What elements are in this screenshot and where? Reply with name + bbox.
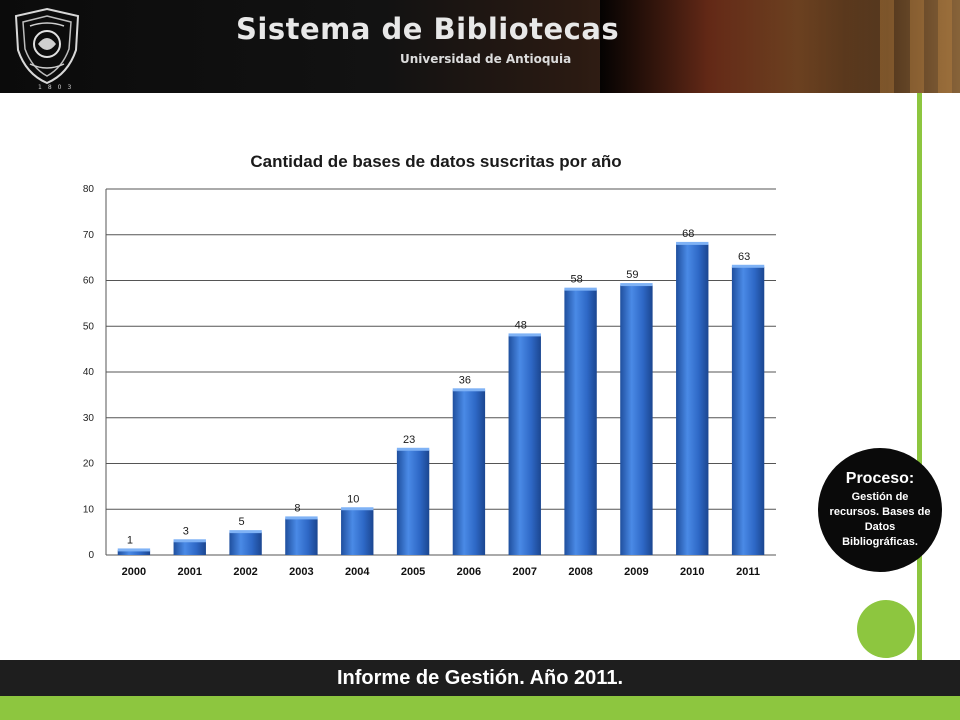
data-label: 1 xyxy=(127,534,133,546)
y-tick-label: 80 xyxy=(83,184,95,195)
bar-top xyxy=(341,507,374,511)
seal-year: 1803 xyxy=(38,84,78,91)
bar-top xyxy=(173,539,206,543)
data-label: 68 xyxy=(682,228,694,240)
bookshelf-decoration xyxy=(880,0,894,93)
app-title: Sistema de Bibliotecas xyxy=(236,12,620,46)
bar-top xyxy=(117,548,151,552)
bar xyxy=(564,289,597,555)
x-tick-label: 2000 xyxy=(122,566,146,578)
x-tick-label: 2010 xyxy=(680,566,704,578)
bar-top xyxy=(620,283,653,287)
x-tick-label: 2004 xyxy=(345,566,370,578)
process-label: Proceso: xyxy=(845,470,915,487)
x-tick-label: 2006 xyxy=(457,566,481,578)
y-tick-label: 60 xyxy=(83,276,95,287)
data-label: 3 xyxy=(183,525,189,537)
bar xyxy=(341,509,374,555)
data-label: 10 xyxy=(347,493,359,505)
x-tick-label: 2007 xyxy=(513,566,537,578)
chart-title: Cantidad de bases de datos suscritas por… xyxy=(250,152,622,171)
x-tick-label: 2009 xyxy=(624,566,648,578)
x-tick-label: 2003 xyxy=(289,566,313,578)
bar xyxy=(285,518,318,555)
bar xyxy=(396,449,430,555)
data-label: 5 xyxy=(239,516,245,528)
bar xyxy=(229,532,262,555)
bar xyxy=(452,390,486,555)
bar-top xyxy=(452,388,486,392)
x-tick-label: 2005 xyxy=(401,566,425,578)
green-vertical-line xyxy=(917,93,922,661)
process-circle: Proceso: Gestión de recursos. Bases de D… xyxy=(818,448,942,572)
bar-top xyxy=(564,287,597,291)
y-tick-label: 40 xyxy=(83,367,95,378)
app-subtitle: Universidad de Antioquia xyxy=(400,52,572,66)
bar xyxy=(173,541,206,555)
bar xyxy=(620,285,653,555)
y-tick-label: 10 xyxy=(83,504,95,515)
x-tick-label: 2008 xyxy=(568,566,592,578)
bar-top xyxy=(731,264,765,268)
bookshelf-decoration xyxy=(910,0,924,93)
green-circle-decoration xyxy=(857,600,915,658)
data-label: 36 xyxy=(459,374,471,386)
data-label: 8 xyxy=(294,502,300,514)
footer-green-strip xyxy=(0,696,960,720)
data-label: 58 xyxy=(570,274,582,286)
bar-top xyxy=(285,516,318,520)
y-tick-label: 30 xyxy=(83,413,95,424)
bookshelf-decoration xyxy=(938,0,952,93)
data-label: 59 xyxy=(626,269,638,281)
data-label: 48 xyxy=(515,319,527,331)
process-text: Gestión de recursos. Bases de Datos Bibl… xyxy=(829,491,931,548)
bar xyxy=(731,266,765,555)
bar-top xyxy=(508,333,541,337)
bar xyxy=(117,550,151,555)
bar-top xyxy=(676,241,709,245)
x-tick-label: 2001 xyxy=(178,566,202,578)
library-photo xyxy=(600,0,960,93)
bar xyxy=(676,243,709,555)
y-tick-label: 70 xyxy=(83,230,95,241)
footer-text: Informe de Gestión. Año 2011. xyxy=(337,667,623,689)
bar-top xyxy=(229,530,262,534)
y-tick-label: 20 xyxy=(83,459,95,470)
y-tick-label: 0 xyxy=(88,550,94,561)
footer-bar: Informe de Gestión. Año 2011. xyxy=(0,660,960,696)
y-tick-label: 50 xyxy=(83,321,95,332)
university-seal-icon xyxy=(14,7,80,85)
data-label: 63 xyxy=(738,251,750,263)
header-banner: 1803 Sistema de Bibliotecas Universidad … xyxy=(0,0,960,93)
bar-top xyxy=(396,447,430,451)
x-tick-label: 2002 xyxy=(233,566,257,578)
data-label: 23 xyxy=(403,434,415,446)
bar xyxy=(508,335,541,555)
x-tick-label: 2011 xyxy=(736,566,760,578)
